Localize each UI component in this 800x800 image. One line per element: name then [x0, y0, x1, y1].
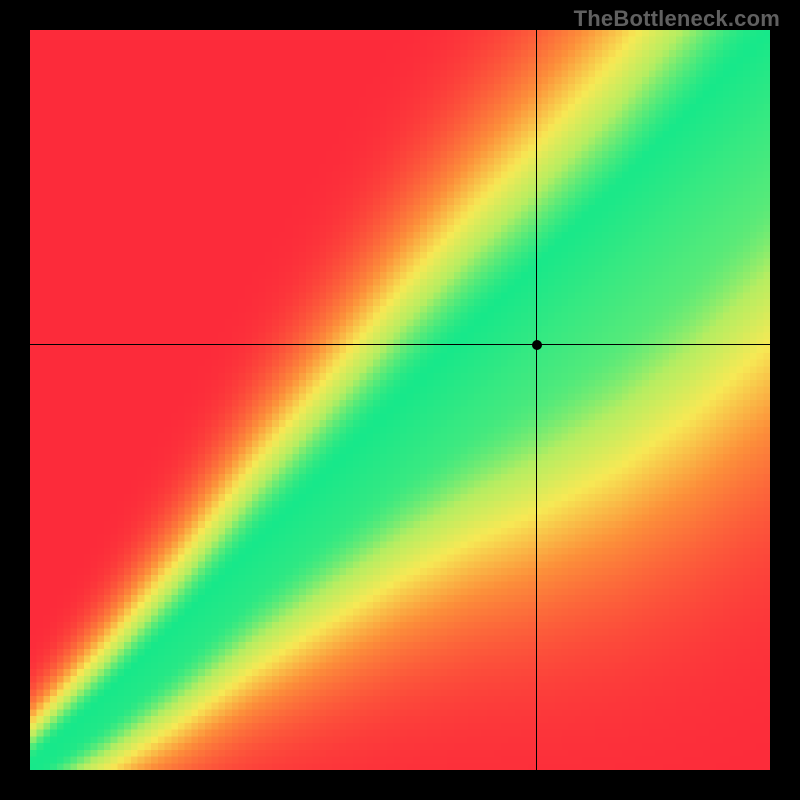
data-point-marker: [532, 340, 542, 350]
bottleneck-heatmap: [30, 30, 770, 770]
watermark-label: TheBottleneck.com: [574, 6, 780, 32]
chart-container: TheBottleneck.com: [0, 0, 800, 800]
